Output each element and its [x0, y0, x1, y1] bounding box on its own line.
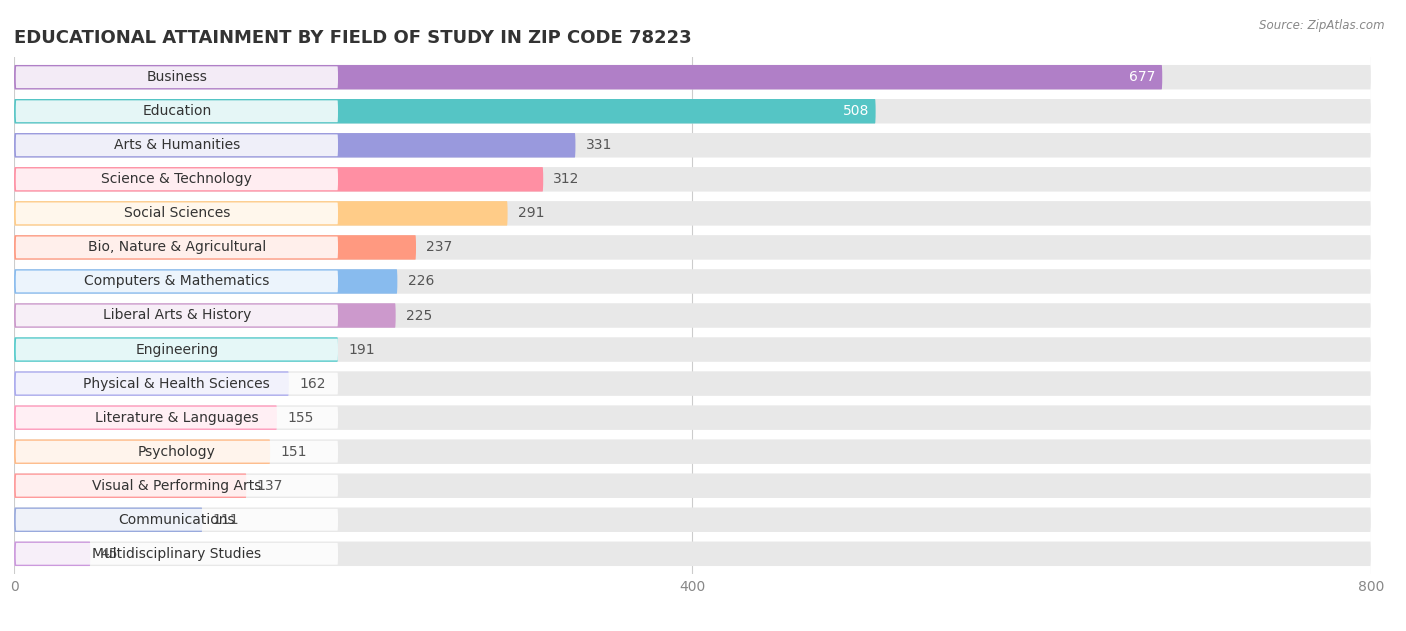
- Text: 111: 111: [212, 513, 239, 527]
- Text: Business: Business: [146, 70, 207, 84]
- FancyBboxPatch shape: [15, 100, 337, 122]
- FancyBboxPatch shape: [15, 339, 337, 360]
- Text: 225: 225: [406, 309, 432, 322]
- FancyBboxPatch shape: [14, 269, 1371, 293]
- Text: 45: 45: [101, 547, 118, 561]
- FancyBboxPatch shape: [15, 509, 337, 531]
- Text: Social Sciences: Social Sciences: [124, 206, 231, 220]
- FancyBboxPatch shape: [14, 338, 337, 362]
- Text: 226: 226: [408, 274, 434, 288]
- FancyBboxPatch shape: [14, 541, 1371, 566]
- FancyBboxPatch shape: [15, 305, 337, 326]
- FancyBboxPatch shape: [14, 507, 1371, 532]
- FancyBboxPatch shape: [14, 99, 1371, 124]
- FancyBboxPatch shape: [14, 133, 1371, 158]
- Text: 677: 677: [1129, 70, 1156, 84]
- FancyBboxPatch shape: [14, 65, 1371, 90]
- FancyBboxPatch shape: [15, 441, 337, 463]
- FancyBboxPatch shape: [15, 203, 337, 224]
- Text: Communications: Communications: [118, 513, 235, 527]
- FancyBboxPatch shape: [15, 134, 337, 156]
- FancyBboxPatch shape: [14, 304, 395, 327]
- FancyBboxPatch shape: [14, 133, 575, 158]
- Text: Psychology: Psychology: [138, 445, 215, 459]
- FancyBboxPatch shape: [14, 473, 246, 498]
- FancyBboxPatch shape: [14, 269, 398, 293]
- FancyBboxPatch shape: [14, 439, 1371, 464]
- Text: Physical & Health Sciences: Physical & Health Sciences: [83, 377, 270, 391]
- FancyBboxPatch shape: [15, 168, 337, 190]
- FancyBboxPatch shape: [15, 237, 337, 258]
- FancyBboxPatch shape: [15, 373, 337, 394]
- Text: Visual & Performing Arts: Visual & Performing Arts: [93, 479, 262, 493]
- Text: Arts & Humanities: Arts & Humanities: [114, 138, 240, 152]
- Text: Source: ZipAtlas.com: Source: ZipAtlas.com: [1260, 19, 1385, 32]
- Text: Multidisciplinary Studies: Multidisciplinary Studies: [93, 547, 262, 561]
- FancyBboxPatch shape: [14, 405, 277, 430]
- Text: 137: 137: [256, 479, 283, 493]
- Text: Literature & Languages: Literature & Languages: [96, 411, 259, 425]
- Text: 162: 162: [299, 377, 325, 391]
- FancyBboxPatch shape: [14, 507, 202, 532]
- FancyBboxPatch shape: [14, 371, 288, 396]
- Text: Bio, Nature & Agricultural: Bio, Nature & Agricultural: [87, 240, 266, 254]
- FancyBboxPatch shape: [14, 65, 1163, 90]
- Text: 151: 151: [280, 445, 307, 459]
- FancyBboxPatch shape: [15, 543, 337, 565]
- Text: 291: 291: [517, 206, 544, 220]
- FancyBboxPatch shape: [14, 99, 876, 124]
- FancyBboxPatch shape: [15, 66, 337, 88]
- Text: Computers & Mathematics: Computers & Mathematics: [84, 274, 270, 288]
- FancyBboxPatch shape: [14, 304, 1371, 327]
- FancyBboxPatch shape: [15, 475, 337, 497]
- Text: 331: 331: [586, 138, 612, 152]
- Text: 191: 191: [349, 343, 375, 357]
- FancyBboxPatch shape: [15, 407, 337, 428]
- FancyBboxPatch shape: [14, 405, 1371, 430]
- FancyBboxPatch shape: [14, 167, 1371, 192]
- FancyBboxPatch shape: [14, 473, 1371, 498]
- Text: 155: 155: [287, 411, 314, 425]
- Text: Science & Technology: Science & Technology: [101, 172, 252, 186]
- FancyBboxPatch shape: [15, 271, 337, 292]
- FancyBboxPatch shape: [14, 439, 270, 464]
- Text: 508: 508: [842, 104, 869, 118]
- Text: 312: 312: [554, 172, 579, 186]
- FancyBboxPatch shape: [14, 338, 1371, 362]
- Text: Education: Education: [142, 104, 211, 118]
- Text: Engineering: Engineering: [135, 343, 218, 357]
- FancyBboxPatch shape: [14, 201, 1371, 226]
- FancyBboxPatch shape: [14, 235, 1371, 260]
- Text: EDUCATIONAL ATTAINMENT BY FIELD OF STUDY IN ZIP CODE 78223: EDUCATIONAL ATTAINMENT BY FIELD OF STUDY…: [14, 29, 692, 47]
- FancyBboxPatch shape: [14, 201, 508, 226]
- FancyBboxPatch shape: [14, 235, 416, 260]
- Text: Liberal Arts & History: Liberal Arts & History: [103, 309, 252, 322]
- Text: 237: 237: [426, 240, 453, 254]
- FancyBboxPatch shape: [14, 371, 1371, 396]
- FancyBboxPatch shape: [14, 167, 543, 192]
- FancyBboxPatch shape: [14, 541, 90, 566]
